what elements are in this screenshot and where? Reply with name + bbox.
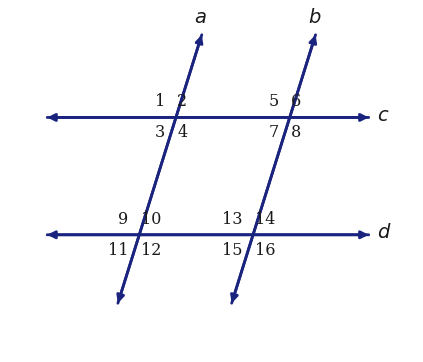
- Text: 4: 4: [177, 125, 187, 142]
- Text: $a$: $a$: [195, 9, 207, 27]
- Text: 14: 14: [255, 211, 275, 228]
- Text: 2: 2: [177, 93, 187, 110]
- Text: $c$: $c$: [377, 107, 389, 125]
- Text: 11: 11: [108, 242, 128, 259]
- Text: $d$: $d$: [377, 223, 391, 243]
- Text: 15: 15: [222, 242, 242, 259]
- Text: 6: 6: [291, 93, 302, 110]
- Text: 10: 10: [141, 211, 161, 228]
- Text: 9: 9: [118, 211, 128, 228]
- Text: 7: 7: [269, 125, 279, 142]
- Text: 8: 8: [291, 125, 302, 142]
- Text: 5: 5: [269, 93, 279, 110]
- Text: 13: 13: [222, 211, 242, 228]
- Text: $b$: $b$: [308, 8, 321, 27]
- Text: 3: 3: [155, 125, 165, 142]
- Text: 1: 1: [155, 93, 165, 110]
- Text: 16: 16: [255, 242, 275, 259]
- Text: 12: 12: [141, 242, 161, 259]
